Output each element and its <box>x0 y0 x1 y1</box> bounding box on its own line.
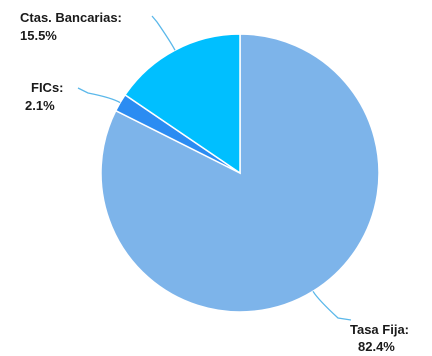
leader-line-ctas-bancarias <box>151 15 176 51</box>
label-fics: FICs: 2.1% <box>25 80 64 113</box>
leader-line-fics <box>77 87 121 104</box>
label-tasa-fija-value: 82.4% <box>358 339 395 354</box>
pie-slices <box>100 33 380 313</box>
label-fics-name: FICs: <box>31 80 64 95</box>
label-tasa-fija-name: Tasa Fija: <box>350 322 409 337</box>
leader-lines <box>77 15 352 321</box>
label-tasa-fija: Tasa Fija: 82.4% <box>350 322 409 354</box>
label-ctas-bancarias-name: Ctas. Bancarias: <box>20 10 122 25</box>
leader-line-tasa-fija <box>312 290 352 321</box>
label-ctas-bancarias: Ctas. Bancarias: 15.5% <box>20 10 122 43</box>
label-ctas-bancarias-value: 15.5% <box>20 28 57 43</box>
label-fics-value: 2.1% <box>25 98 55 113</box>
